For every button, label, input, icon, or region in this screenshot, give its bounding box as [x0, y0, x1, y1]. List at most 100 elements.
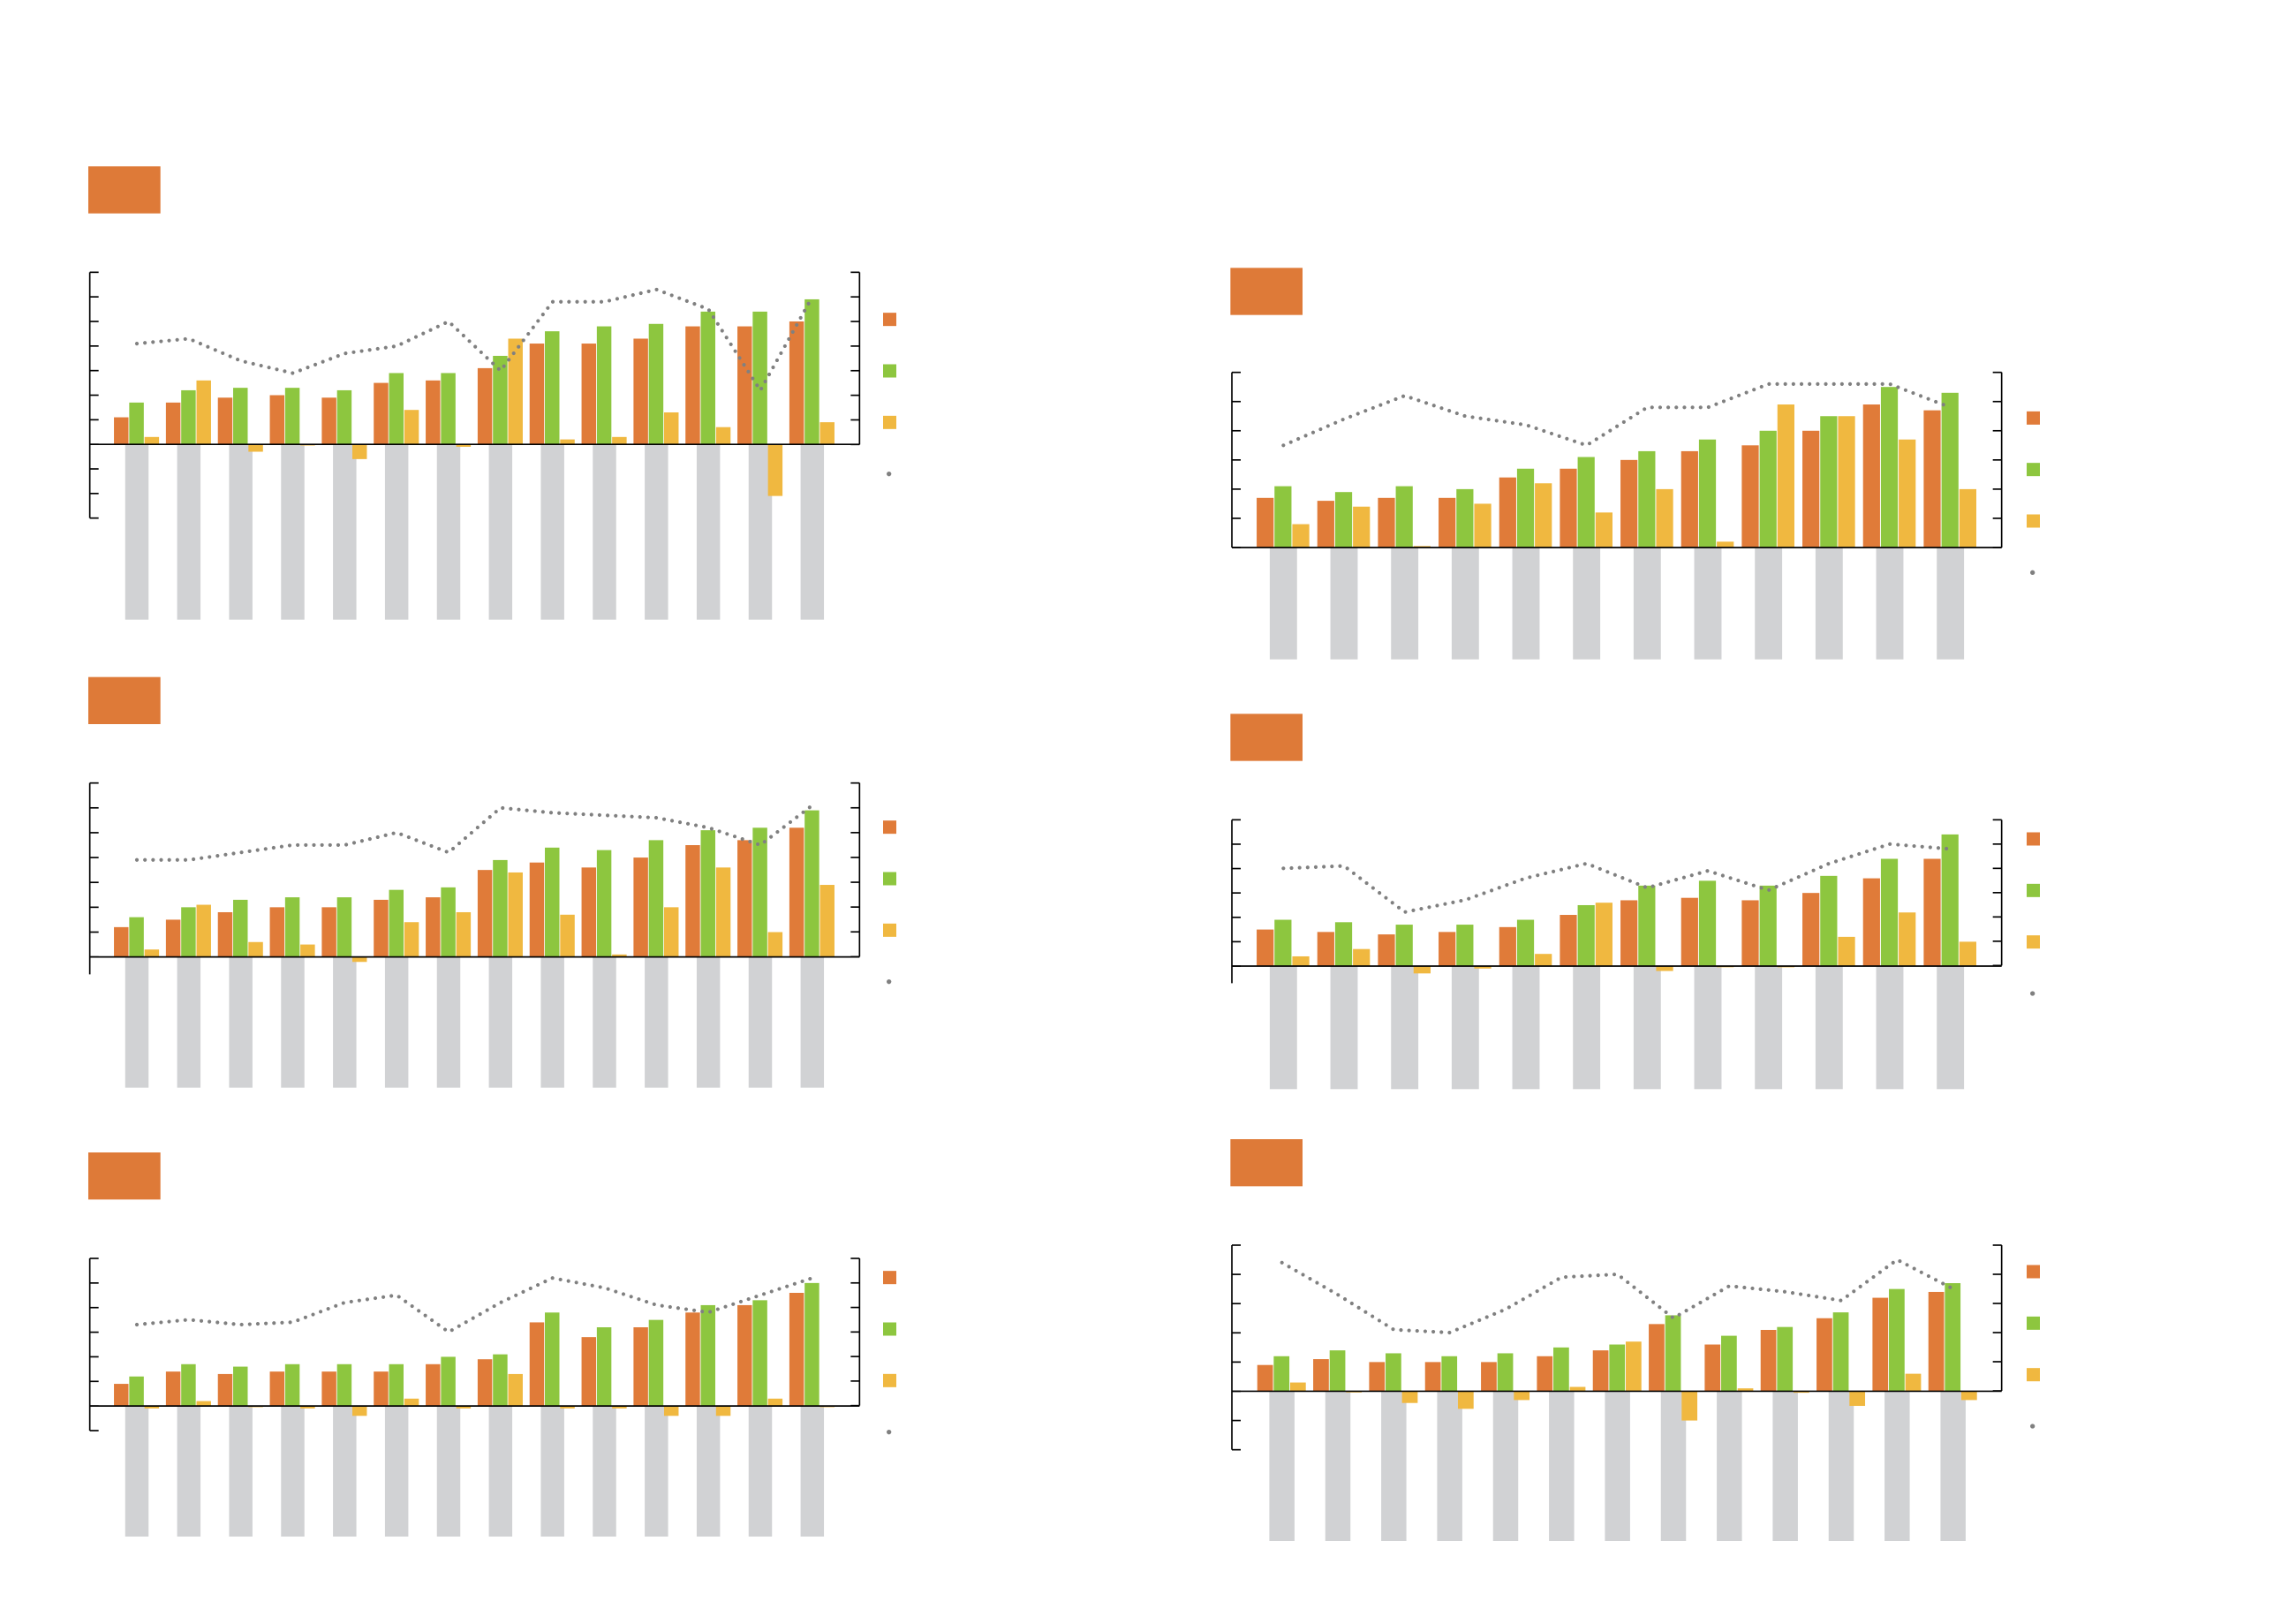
bar [233, 899, 248, 957]
bar [633, 1327, 648, 1407]
bar [1274, 919, 1292, 967]
category-band [800, 956, 825, 1088]
category-band [488, 956, 513, 1088]
bar [441, 373, 456, 445]
bar [737, 1304, 752, 1407]
bar [144, 1406, 160, 1409]
category-band [436, 956, 461, 1088]
bar [233, 388, 248, 445]
bar [426, 897, 441, 957]
bar [1560, 915, 1577, 967]
category-band [1573, 966, 1601, 1090]
bar [545, 847, 560, 957]
category-band [696, 1406, 721, 1537]
bar [596, 1327, 612, 1407]
category-band [645, 444, 668, 620]
bar [456, 444, 472, 447]
bar [1395, 486, 1413, 548]
bar [1704, 1344, 1721, 1392]
bar [321, 907, 336, 957]
bar [1777, 1326, 1794, 1392]
bar [1880, 387, 1899, 548]
category-band [645, 1406, 668, 1537]
bar [1945, 1283, 1961, 1392]
bar [374, 1371, 389, 1407]
bar [181, 1363, 196, 1407]
bar [1717, 541, 1734, 548]
category-band [748, 1406, 773, 1537]
bar [1413, 966, 1431, 974]
bar [1838, 936, 1855, 967]
legend-swatch [2027, 832, 2040, 846]
bar [426, 380, 441, 445]
bar [1395, 925, 1413, 967]
bar [752, 311, 767, 445]
bar [1760, 1329, 1777, 1392]
bar [663, 412, 679, 445]
bar [1334, 922, 1353, 967]
bar [508, 872, 523, 957]
category-band [1512, 548, 1540, 660]
category-band [540, 444, 564, 620]
bar [529, 1322, 545, 1407]
bar [1832, 1312, 1849, 1392]
category-band [1815, 966, 1843, 1090]
bar [1273, 1356, 1290, 1392]
bar [529, 862, 545, 957]
bar [217, 911, 233, 957]
category-band [1694, 548, 1722, 660]
bar [1680, 897, 1698, 967]
bar [1899, 439, 1916, 548]
bar [1862, 404, 1880, 548]
bar [612, 1406, 627, 1409]
bar [493, 355, 508, 445]
bar [1257, 929, 1274, 967]
bar [493, 1354, 508, 1407]
category-band [281, 444, 305, 620]
legend-swatch [2027, 1265, 2040, 1279]
category-band [125, 1406, 149, 1537]
bar [1923, 858, 1941, 967]
bar [1959, 941, 1976, 967]
bar [477, 870, 493, 957]
bar [114, 1384, 129, 1407]
category-band [1605, 1391, 1630, 1541]
legend-swatch [2027, 1316, 2040, 1330]
bar [1313, 1359, 1329, 1392]
bar [596, 326, 612, 445]
bar [1625, 1341, 1642, 1392]
category-band [229, 956, 253, 1088]
bar [284, 897, 300, 957]
bar [129, 917, 144, 957]
bar [1329, 1350, 1346, 1392]
category-band [384, 956, 409, 1088]
bar [269, 1371, 285, 1407]
category-band [696, 444, 721, 620]
bar [648, 323, 664, 445]
bar [1941, 834, 1959, 967]
legend-swatch [883, 313, 896, 327]
category-band [384, 444, 409, 620]
bar [804, 298, 819, 445]
bar [633, 338, 648, 445]
legend-marker [887, 472, 892, 477]
bar [700, 830, 715, 957]
category-band [1492, 1391, 1519, 1541]
legend-swatch [883, 923, 896, 937]
bar [789, 321, 804, 445]
bar [269, 395, 285, 445]
category-band [488, 1406, 513, 1537]
bar [1656, 488, 1673, 548]
category-band [1755, 548, 1783, 660]
bar [581, 344, 597, 445]
category-band [1828, 1391, 1854, 1541]
bar [685, 326, 700, 445]
bar [374, 382, 389, 445]
bar [1474, 966, 1492, 969]
bar [493, 859, 508, 957]
bar [321, 397, 336, 445]
category-band [1391, 966, 1419, 1090]
category-band [1815, 548, 1843, 660]
category-band [1269, 966, 1297, 1090]
legend-swatch [2027, 411, 2040, 425]
